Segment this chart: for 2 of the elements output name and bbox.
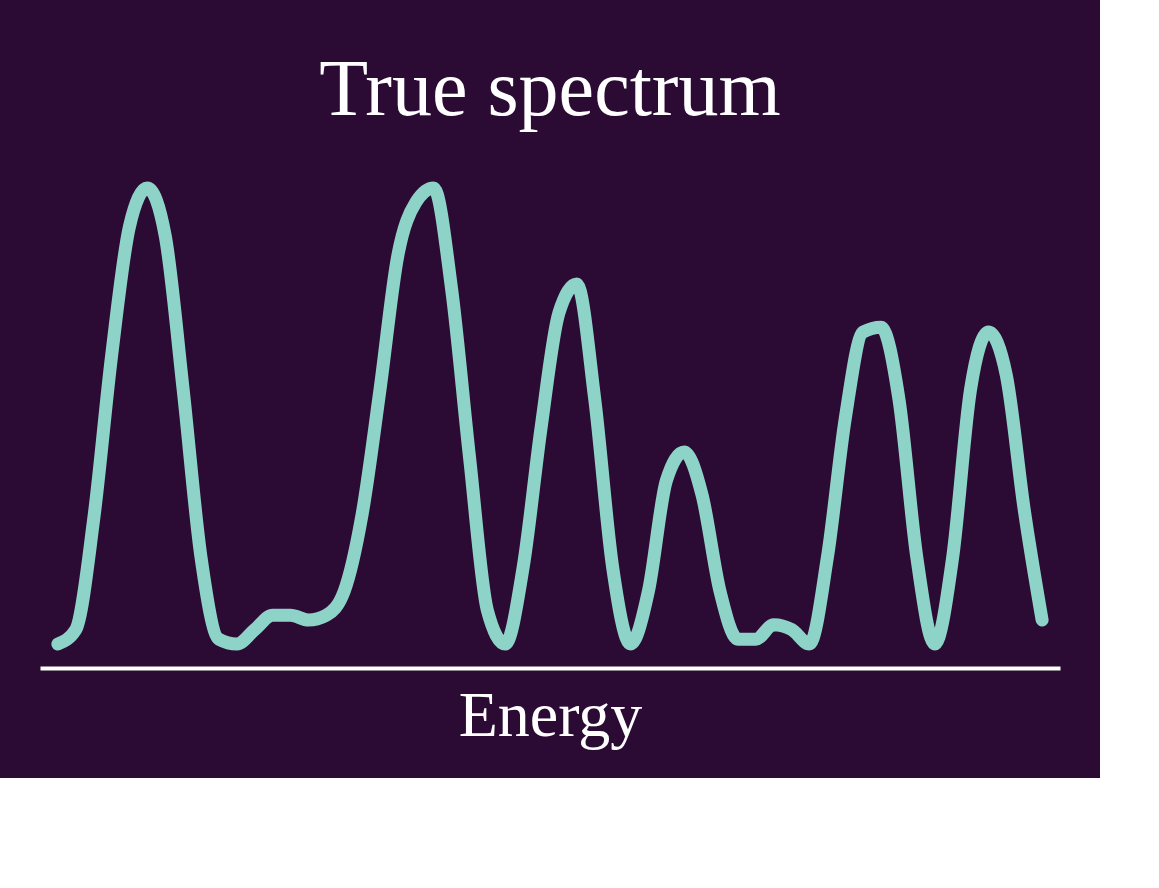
chart-title: True spectrum	[319, 43, 781, 132]
x-axis-title: Energy	[458, 678, 643, 750]
